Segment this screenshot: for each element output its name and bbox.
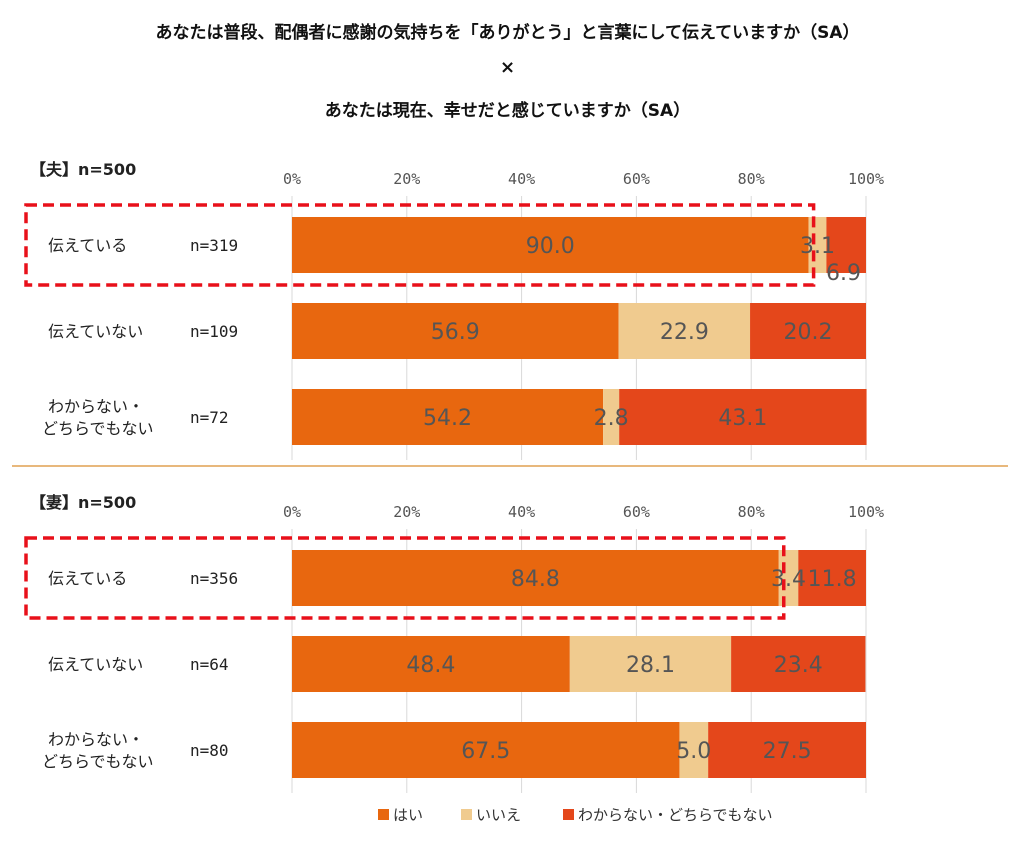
data-label: 23.4	[774, 653, 823, 678]
data-label: 67.5	[461, 739, 510, 764]
highlight-box	[24, 203, 816, 287]
n-label: n=319	[190, 236, 238, 255]
bar-segment	[679, 722, 709, 778]
bar-segment	[292, 389, 604, 445]
category-label-line: わからない・	[48, 730, 144, 749]
category-label: 伝えている	[48, 569, 127, 588]
category-label: 伝えていない	[48, 655, 143, 674]
x-tick-label: 20%	[393, 170, 420, 188]
data-label: 3.1	[800, 234, 835, 259]
bar-segment	[798, 550, 866, 606]
bar-segment	[603, 389, 620, 445]
data-label: 28.1	[626, 653, 675, 678]
x-tick-label: 0%	[283, 170, 301, 188]
bar-segment	[708, 722, 866, 778]
legend-swatch	[378, 809, 389, 820]
chart-title-line1: あなたは普段、配偶者に感謝の気持ちを「ありがとう」と言葉にして伝えていますか（S…	[155, 23, 860, 43]
data-label: 11.8	[808, 567, 857, 592]
data-label: 27.5	[763, 739, 812, 764]
chart-title-line3: あなたは現在、幸せだと感じていますか（SA）	[324, 101, 691, 121]
n-label: n=80	[190, 741, 229, 760]
bar-segment	[292, 303, 619, 359]
data-label: 48.4	[406, 653, 455, 678]
n-label: n=109	[190, 322, 238, 341]
bar-segment	[569, 636, 732, 692]
n-label: n=356	[190, 569, 238, 588]
x-tick-label: 20%	[393, 503, 420, 521]
x-tick-label: 40%	[508, 170, 535, 188]
data-label: 84.8	[511, 567, 560, 592]
bar-segment	[292, 217, 809, 273]
data-label: 6.9	[826, 261, 861, 286]
legend: はい いいえ わからない・どちらでもない	[378, 806, 773, 824]
bar-segment	[292, 722, 680, 778]
category-label: 伝えている	[48, 236, 127, 255]
data-label: 90.0	[526, 234, 575, 259]
x-tick-label: 80%	[738, 503, 765, 521]
legend-label: はい	[393, 806, 423, 824]
data-label: 20.2	[784, 320, 833, 345]
category-label: 伝えていない	[48, 322, 143, 341]
data-label: 56.9	[431, 320, 480, 345]
data-label: 3.4	[771, 567, 806, 592]
x-tick-label: 100%	[848, 170, 884, 188]
x-tick-label: 80%	[738, 170, 765, 188]
category-label-line: わからない・	[48, 397, 144, 416]
bar-segment	[731, 636, 866, 692]
legend-label: いいえ	[476, 806, 521, 824]
n-label: n=64	[190, 655, 229, 674]
legend-swatch	[461, 809, 472, 820]
data-label: 43.1	[718, 406, 767, 431]
data-label: 22.9	[660, 320, 709, 345]
x-tick-label: 40%	[508, 503, 535, 521]
n-label: n=72	[190, 408, 229, 427]
panel-title: 【妻】n=500	[30, 493, 136, 512]
x-tick-label: 100%	[848, 503, 884, 521]
x-tick-label: 60%	[623, 170, 650, 188]
category-label: わからない・どちらでもない	[42, 730, 154, 771]
category-label-line: どちらでもない	[42, 752, 154, 771]
chart-panel-0: 【夫】n=500 0% 20% 40% 60% 80% 100% 伝えている n=319 90.0…	[24, 160, 884, 460]
chart-panel-1: 【妻】n=500 0% 20% 40% 60% 80% 100% 伝えている n=356 84.8…	[24, 493, 884, 793]
panel-title: 【夫】n=500	[30, 160, 136, 179]
data-label: 54.2	[423, 406, 472, 431]
category-label-line: どちらでもない	[42, 419, 154, 438]
x-tick-label: 0%	[283, 503, 301, 521]
legend-label: わからない・どちらでもない	[578, 806, 773, 824]
data-label: 2.8	[594, 406, 629, 431]
bar-segment	[292, 550, 779, 606]
bar-segment	[619, 389, 867, 445]
category-label: わからない・どちらでもない	[42, 397, 154, 438]
bar-segment	[292, 636, 570, 692]
x-tick-label: 60%	[623, 503, 650, 521]
legend-swatch	[563, 809, 574, 820]
bar-segment	[618, 303, 751, 359]
bar-segment	[826, 217, 866, 273]
chart-title-cross: ×	[499, 57, 516, 78]
highlight-box	[24, 536, 786, 620]
data-label: 5.0	[676, 739, 711, 764]
bar-segment	[750, 303, 866, 359]
